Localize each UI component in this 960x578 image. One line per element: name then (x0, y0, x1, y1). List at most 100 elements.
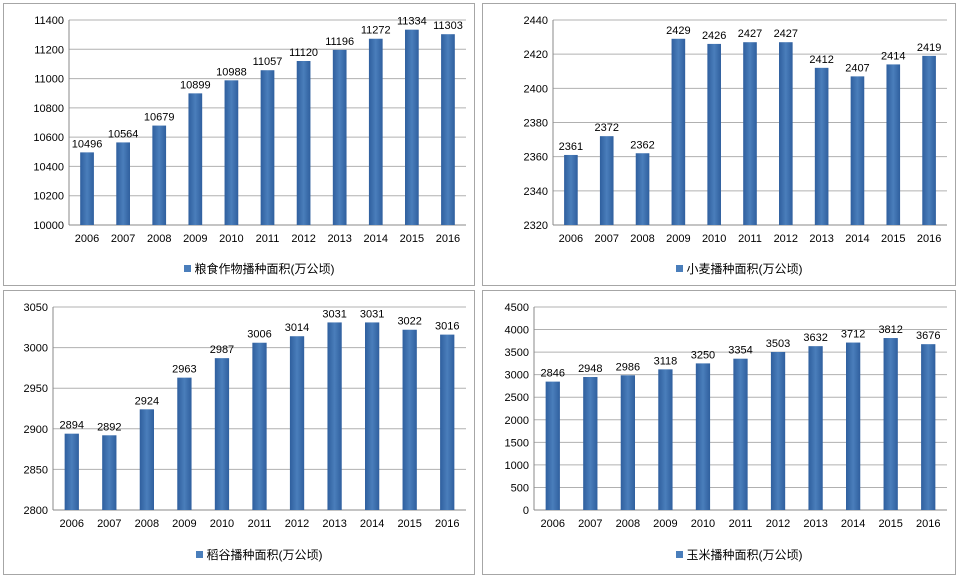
y-tick-label: 10200 (33, 191, 64, 203)
bar (80, 152, 94, 225)
chart-panel-corn-area: 0 500 1000 1500 2000 2500 3000 3500 4000 4500 2846… (482, 290, 956, 575)
corn-area-bar-chart: 0 500 1000 1500 2000 2500 3000 3500 4000 4500 2846… (505, 302, 947, 530)
y-tick-label: 2500 (505, 392, 529, 404)
grain-area-bar-chart: 10000 10200 10400 10600 10800 11000 11200 11400… (33, 15, 466, 245)
data-label: 3712 (841, 329, 865, 341)
data-label: 3503 (766, 338, 790, 350)
data-label: 2419 (917, 42, 941, 54)
bar (922, 55, 936, 225)
x-tick-label: 2006 (541, 518, 565, 530)
data-label: 10496 (72, 138, 103, 150)
y-tick-label: 2340 (524, 186, 548, 198)
x-tick-label: 2016 (917, 233, 941, 245)
y-tick-label: 4500 (505, 302, 529, 314)
y-tick-label: 3000 (24, 343, 48, 355)
bar (440, 334, 455, 510)
y-tick-label: 2950 (24, 383, 48, 395)
data-label: 3031 (322, 308, 346, 320)
legend-swatch (675, 265, 683, 272)
bar (214, 358, 230, 510)
x-tick-label: 2016 (916, 518, 940, 530)
data-label: 3354 (728, 345, 752, 357)
legend-swatch (195, 551, 203, 558)
data-label: 2426 (702, 30, 726, 42)
x-tick-label: 2007 (594, 233, 618, 245)
bar (733, 358, 748, 510)
bar (296, 61, 311, 225)
x-tick-label: 2006 (559, 233, 583, 245)
bar (620, 375, 635, 510)
bar (102, 435, 117, 510)
data-label: 2924 (135, 395, 159, 407)
x-tick-label: 2012 (766, 518, 790, 530)
legend-label: 粮食作物播种面积(万公顷) (194, 262, 335, 276)
y-tick-label: 11000 (34, 74, 64, 86)
bar (814, 67, 829, 225)
x-tick-label: 2011 (738, 233, 762, 245)
bar (564, 154, 578, 225)
y-tick-label: 1000 (505, 460, 529, 472)
data-label: 3118 (654, 355, 678, 367)
legend: 小麦播种面积(万公顷) (523, 260, 955, 277)
x-tick-label: 2015 (397, 518, 421, 530)
data-label: 2362 (630, 139, 654, 151)
data-label: 2407 (845, 62, 869, 74)
legend-label: 玉米播种面积(万公顷) (686, 548, 803, 562)
data-label: 2986 (616, 361, 640, 373)
x-tick-label: 2008 (630, 233, 654, 245)
x-tick-label: 2013 (327, 233, 351, 245)
legend: 粮食作物播种面积(万公顷) (44, 260, 474, 277)
x-tick-label: 2008 (616, 518, 640, 530)
bar (402, 329, 417, 510)
data-label: 3016 (435, 321, 459, 333)
y-tick-label: 500 (511, 482, 529, 494)
y-tick-label: 3050 (24, 302, 48, 314)
wheat-area-bar-chart: 2320 2340 2360 2380 2400 2420 2440 2361 2006 2372… (524, 15, 947, 245)
x-tick-label: 2009 (172, 518, 196, 530)
x-tick-label: 2009 (653, 518, 677, 530)
bar (332, 49, 347, 225)
bar (658, 369, 673, 510)
y-tick-label: 2000 (505, 415, 529, 427)
bar (635, 153, 650, 225)
data-label: 2372 (594, 122, 618, 134)
x-tick-label: 2007 (111, 233, 135, 245)
bar (883, 338, 898, 510)
data-label: 2987 (210, 344, 234, 356)
y-tick-label: 2800 (24, 505, 48, 517)
x-tick-label: 2015 (881, 233, 905, 245)
data-label: 10679 (144, 112, 175, 124)
legend: 玉米播种面积(万公顷) (523, 546, 955, 563)
data-label: 2429 (666, 25, 690, 37)
y-tick-label: 10400 (33, 161, 64, 173)
x-tick-label: 2015 (400, 233, 424, 245)
data-label: 10988 (216, 66, 247, 78)
legend-label: 小麦播种面积(万公顷) (686, 262, 803, 276)
y-tick-label: 2420 (524, 49, 548, 61)
bar (695, 363, 711, 510)
bar (289, 336, 305, 510)
bar (365, 322, 380, 510)
data-label: 2427 (738, 28, 762, 40)
bar (327, 322, 342, 510)
y-tick-label: 2380 (524, 118, 548, 130)
data-label: 3022 (397, 316, 421, 328)
x-tick-label: 2013 (322, 518, 346, 530)
bar (779, 42, 793, 226)
x-tick-label: 2016 (435, 518, 459, 530)
data-label: 10564 (108, 128, 139, 140)
bar (743, 42, 757, 226)
x-tick-label: 2012 (291, 233, 315, 245)
x-tick-label: 2008 (135, 518, 159, 530)
x-tick-label: 2010 (702, 233, 726, 245)
legend-swatch (675, 551, 683, 558)
bar (139, 409, 154, 510)
bar (921, 344, 936, 510)
bar (405, 29, 419, 225)
x-tick-label: 2009 (183, 233, 207, 245)
legend-swatch (183, 265, 191, 272)
y-tick-label: 2900 (24, 424, 48, 436)
x-tick-label: 2011 (256, 233, 280, 245)
x-tick-label: 2013 (803, 518, 827, 530)
y-tick-label: 3000 (505, 370, 529, 382)
